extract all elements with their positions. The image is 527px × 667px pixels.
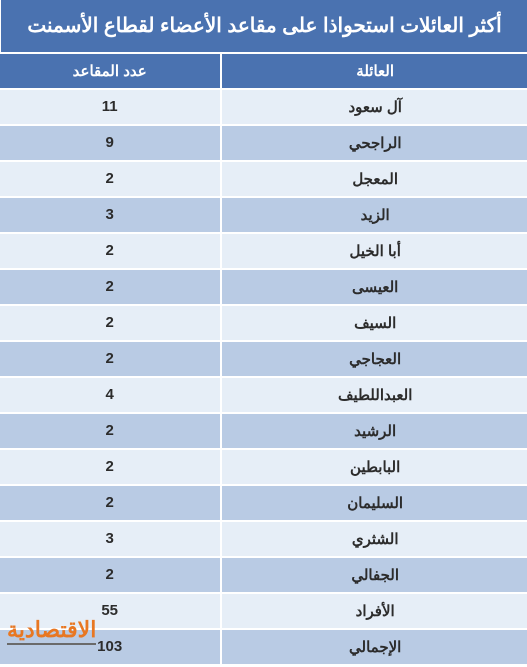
cell-seats: 2 xyxy=(0,306,219,340)
gap xyxy=(219,270,221,304)
cell-family: الأفراد xyxy=(221,594,527,628)
gap xyxy=(219,450,221,484)
cell-seats: 2 xyxy=(0,450,219,484)
cell-family: أبا الخيل xyxy=(221,234,527,268)
cell-family: الشثري xyxy=(221,522,527,556)
gap xyxy=(219,594,221,628)
gap xyxy=(219,306,221,340)
gap xyxy=(219,126,221,160)
table-row: السليمان2 xyxy=(0,486,527,520)
cell-family: البابطين xyxy=(221,450,527,484)
cell-seats: 11 xyxy=(0,90,219,124)
table-row: العبداللطيف4 xyxy=(0,378,527,412)
table-row: البابطين2 xyxy=(0,450,527,484)
table-title: أكثر العائلات استحواذا على مقاعد الأعضاء… xyxy=(0,0,527,52)
gap xyxy=(0,664,527,666)
table-row: الرشيد2 xyxy=(0,414,527,448)
cell-family: العجاجي xyxy=(221,342,527,376)
cell-seats: 2 xyxy=(0,270,219,304)
cell-seats: 2 xyxy=(0,342,219,376)
cell-family: آل سعود xyxy=(221,90,527,124)
header-family: العائلة xyxy=(221,54,527,88)
gap xyxy=(219,234,221,268)
table-row: المعجل2 xyxy=(0,162,527,196)
gap xyxy=(219,630,221,664)
publisher-logo-text: الاقتصادية xyxy=(6,617,95,643)
gap xyxy=(219,486,221,520)
table-header-row: العائلة عدد المقاعد xyxy=(0,54,527,88)
families-table: أكثر العائلات استحواذا على مقاعد الأعضاء… xyxy=(0,0,527,666)
table-row: الراجحي9 xyxy=(0,126,527,160)
publisher-logo-underline xyxy=(6,643,95,645)
cell-family: المعجل xyxy=(221,162,527,196)
table-row: الزيد3 xyxy=(0,198,527,232)
cell-seats: 2 xyxy=(0,558,219,592)
publisher-logo: الاقتصادية xyxy=(6,617,95,645)
cell-seats: 2 xyxy=(0,234,219,268)
gap xyxy=(219,198,221,232)
cell-family: الإجمالي xyxy=(221,630,527,664)
table-row: الجفالي2 xyxy=(0,558,527,592)
table-row: العجاجي2 xyxy=(0,342,527,376)
table-body: آل سعود11الراجحي9المعجل2الزيد3أبا الخيل2… xyxy=(0,90,527,666)
gap xyxy=(219,522,221,556)
cell-seats: 2 xyxy=(0,414,219,448)
table-row: السيف2 xyxy=(0,306,527,340)
cell-family: الجفالي xyxy=(221,558,527,592)
cell-seats: 3 xyxy=(0,522,219,556)
gap xyxy=(219,162,221,196)
gap xyxy=(219,558,221,592)
cell-family: الراجحي xyxy=(221,126,527,160)
cell-seats: 4 xyxy=(0,378,219,412)
cell-family: العيسى xyxy=(221,270,527,304)
gap xyxy=(219,90,221,124)
header-seats: عدد المقاعد xyxy=(0,54,219,88)
table-row: العيسى2 xyxy=(0,270,527,304)
gap xyxy=(219,54,221,88)
cell-family: العبداللطيف xyxy=(221,378,527,412)
cell-seats: 9 xyxy=(0,126,219,160)
table-row: الشثري3 xyxy=(0,522,527,556)
gap xyxy=(219,414,221,448)
page: أكثر العائلات استحواذا على مقاعد الأعضاء… xyxy=(0,0,527,667)
gap xyxy=(219,342,221,376)
cell-seats: 3 xyxy=(0,198,219,232)
cell-seats: 2 xyxy=(0,486,219,520)
cell-family: السيف xyxy=(221,306,527,340)
cell-family: الرشيد xyxy=(221,414,527,448)
gap xyxy=(219,378,221,412)
table-row: آل سعود11 xyxy=(0,90,527,124)
cell-family: السليمان xyxy=(221,486,527,520)
table-row: أبا الخيل2 xyxy=(0,234,527,268)
cell-family: الزيد xyxy=(221,198,527,232)
cell-seats: 2 xyxy=(0,162,219,196)
